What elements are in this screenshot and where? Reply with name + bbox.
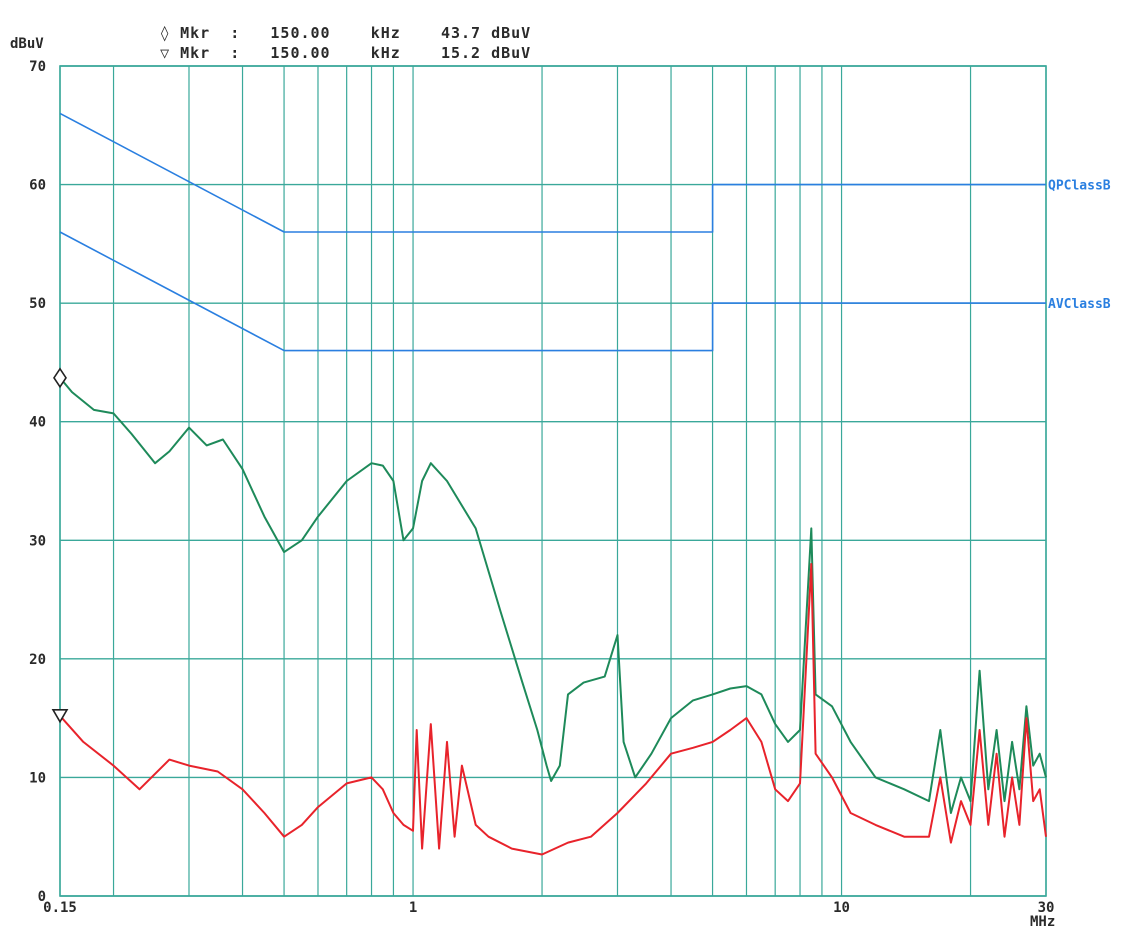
marker-label: Mkr bbox=[180, 24, 211, 42]
y-tick-label: 10 bbox=[29, 770, 46, 786]
x-tick-label: 0.15 bbox=[43, 900, 77, 916]
marker-diamond-icon: ◊ bbox=[160, 24, 171, 42]
limit-line-QPClassB bbox=[59, 112, 1046, 233]
y-tick-label: 40 bbox=[29, 415, 46, 431]
y-axis-labels: 0 10 20 30 40 50 60 70 bbox=[29, 59, 46, 905]
y-tick-label: 0 bbox=[38, 889, 46, 905]
marker-level: 15.2 dBuV bbox=[440, 44, 532, 62]
marker-unit: kHz bbox=[370, 24, 401, 42]
triangle-marker-icon bbox=[51, 708, 69, 724]
x-tick-label: 10 bbox=[833, 900, 850, 916]
y-tick-label: 60 bbox=[29, 178, 46, 194]
marker-readout-1: ◊ Mkr : 150.00 kHz 43.7 dBuV bbox=[140, 6, 531, 42]
limit-label: QPClassB bbox=[1048, 179, 1111, 194]
marker-triangle-icon: ▽ bbox=[160, 44, 171, 62]
x-axis-labels: 0.15 1 10 30 bbox=[43, 900, 1054, 916]
y-axis-unit: dBuV bbox=[10, 36, 44, 52]
marker-unit: kHz bbox=[370, 44, 401, 62]
qp-trace bbox=[59, 377, 1047, 814]
plot-frame bbox=[59, 65, 1047, 897]
limit-label: AVClassB bbox=[1048, 297, 1111, 312]
series-lines bbox=[59, 112, 1047, 856]
marker-sep: : bbox=[230, 44, 241, 62]
marker-level: 43.7 dBuV bbox=[440, 24, 532, 42]
x-axis-unit: MHz bbox=[1030, 914, 1055, 930]
y-tick-label: 30 bbox=[29, 533, 46, 549]
grid bbox=[59, 65, 1047, 897]
diamond-marker-icon bbox=[53, 367, 67, 389]
limit-line-AVClassB bbox=[59, 231, 1046, 352]
marker-symbols bbox=[51, 367, 69, 724]
x-tick-label: 30 bbox=[1038, 900, 1055, 916]
y-tick-label: 50 bbox=[29, 296, 46, 312]
marker-sep: : bbox=[230, 24, 241, 42]
y-tick-label: 70 bbox=[29, 59, 46, 75]
limit-labels: QPClassB AVClassB bbox=[1048, 179, 1111, 313]
x-tick-label: 1 bbox=[409, 900, 417, 916]
marker-freq: 150.00 bbox=[270, 44, 331, 62]
av-trace bbox=[59, 563, 1047, 856]
y-tick-label: 20 bbox=[29, 652, 46, 668]
marker-readout-2: ▽ Mkr : 150.00 kHz 15.2 dBuV bbox=[140, 26, 531, 62]
marker-label: Mkr bbox=[180, 44, 211, 62]
marker-freq: 150.00 bbox=[270, 24, 331, 42]
